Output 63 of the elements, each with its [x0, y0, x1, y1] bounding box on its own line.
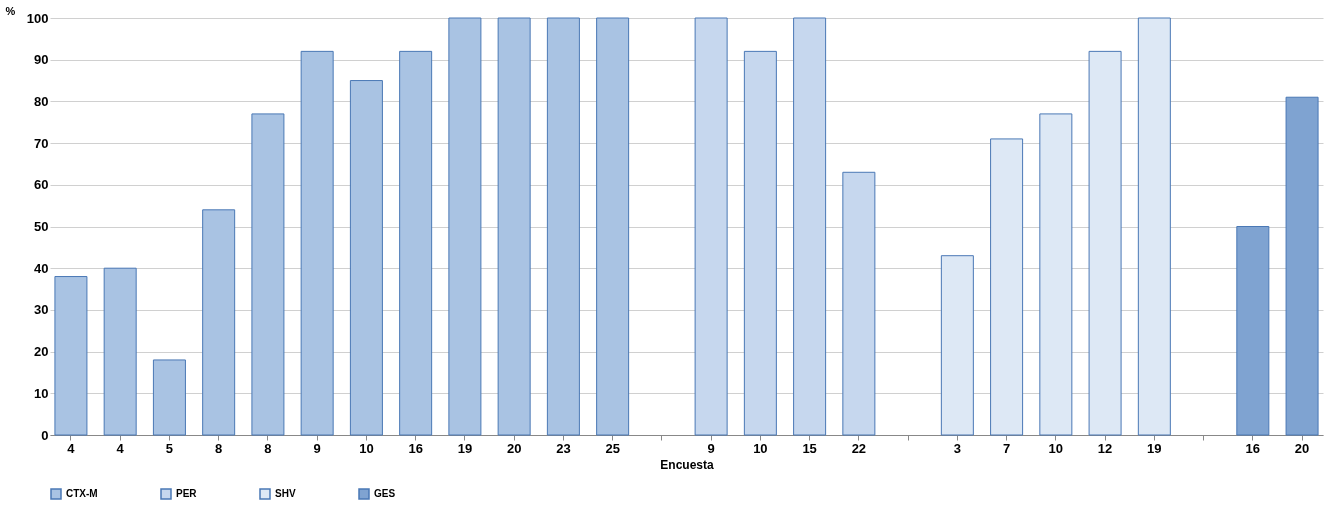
legend-label: GES [374, 488, 396, 499]
bar [497, 17, 531, 436]
x-tick-label: 19 [1147, 440, 1162, 456]
y-tick-label: 90 [34, 52, 49, 68]
x-tick-label: 23 [556, 440, 571, 456]
y-tick-label: 20 [34, 344, 49, 360]
y-tick-label: 60 [34, 177, 49, 193]
x-tick-label: 7 [1002, 440, 1011, 456]
x-tick-label: 9 [707, 440, 715, 456]
bar [448, 17, 482, 436]
bar [1236, 226, 1270, 436]
bar [251, 113, 285, 436]
y-tick-label: 30 [34, 302, 49, 318]
x-tick-label: 10 [1048, 440, 1064, 456]
x-tick-label: 12 [1097, 440, 1113, 456]
y-tick-label: 70 [34, 135, 49, 151]
bar [1137, 17, 1171, 436]
x-tick-label: 15 [802, 440, 817, 456]
bar [596, 17, 630, 436]
legend-label: SHV [275, 488, 296, 499]
bar [1039, 113, 1073, 436]
y-tick-label: 50 [34, 219, 49, 234]
x-axis-title: Encuesta [660, 457, 714, 472]
y-tick-label: 100 [26, 10, 49, 26]
y-tick-label: 10 [34, 385, 49, 401]
y-tick-label: 40 [34, 260, 49, 276]
x-tick-label: 4 [67, 440, 76, 456]
x-tick-label: 20 [506, 440, 522, 456]
bar [694, 17, 728, 436]
x-tick-label: 16 [408, 440, 423, 456]
bar [546, 17, 580, 436]
x-tick-label: 9 [313, 440, 321, 456]
bar [202, 209, 236, 436]
bar [842, 171, 876, 436]
bar [300, 50, 334, 436]
bar [1088, 50, 1122, 436]
x-tick-label: 25 [605, 440, 620, 456]
x-tick-label: 5 [165, 440, 174, 456]
legend-label: PER [176, 488, 198, 499]
x-tick-label: 8 [264, 440, 272, 456]
y-tick-label: 80 [34, 93, 49, 109]
x-tick-label: 3 [953, 440, 961, 456]
x-tick-label: 16 [1245, 440, 1261, 456]
bar [940, 255, 974, 436]
bar [54, 276, 88, 436]
bar [793, 17, 827, 436]
bar [1285, 96, 1319, 436]
bar [349, 80, 383, 436]
x-tick-label: 8 [215, 440, 223, 456]
bar [399, 50, 433, 436]
x-tick-label: 22 [851, 440, 867, 456]
y-tick-label: 0 [41, 427, 49, 443]
bar [990, 138, 1024, 436]
x-tick-label: 4 [116, 440, 125, 456]
bar [152, 359, 186, 436]
bar [103, 267, 137, 436]
legend-label: CTX-M [66, 488, 98, 499]
x-tick-label: 10 [753, 440, 768, 456]
bar [743, 50, 777, 436]
x-tick-label: 10 [359, 440, 374, 456]
x-tick-label: 19 [457, 440, 473, 456]
y-axis-title: % [5, 4, 16, 17]
x-tick-label: 20 [1294, 440, 1310, 456]
